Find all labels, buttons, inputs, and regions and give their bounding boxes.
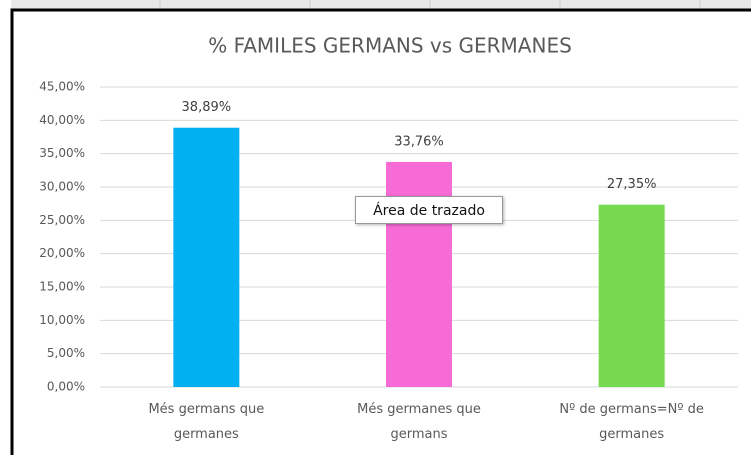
bar	[598, 204, 665, 387]
bar	[173, 127, 240, 387]
y-tick-label: 35,00%	[39, 146, 85, 160]
y-tick-label: 30,00%	[39, 180, 85, 194]
value-label: 27,35%	[607, 177, 657, 192]
y-tick-label: 40,00%	[39, 113, 85, 127]
y-tick-label: 5,00%	[47, 346, 85, 360]
x-tick-label: Més germans que germanes	[148, 402, 265, 442]
chart-title: % FAMILES GERMANS vs GERMANES	[208, 34, 572, 58]
x-tick-label: Nº de germans=Nº de germanes	[559, 402, 704, 442]
y-tick-label: 15,00%	[39, 280, 85, 294]
value-label: 33,76%	[394, 134, 444, 149]
sheet-strip	[0, 0, 751, 10]
y-tick-label: 20,00%	[39, 246, 85, 260]
tooltip: Área de trazado	[355, 196, 503, 224]
y-tick-label: 45,00%	[39, 80, 85, 94]
margin	[0, 0, 11, 455]
y-tick-label: 25,00%	[39, 213, 85, 227]
value-label: 38,89%	[182, 100, 232, 115]
x-tick-label: Més germanes que germans	[357, 402, 481, 442]
y-tick-label: 0,00%	[47, 380, 85, 394]
y-tick-label: 10,00%	[39, 313, 85, 327]
